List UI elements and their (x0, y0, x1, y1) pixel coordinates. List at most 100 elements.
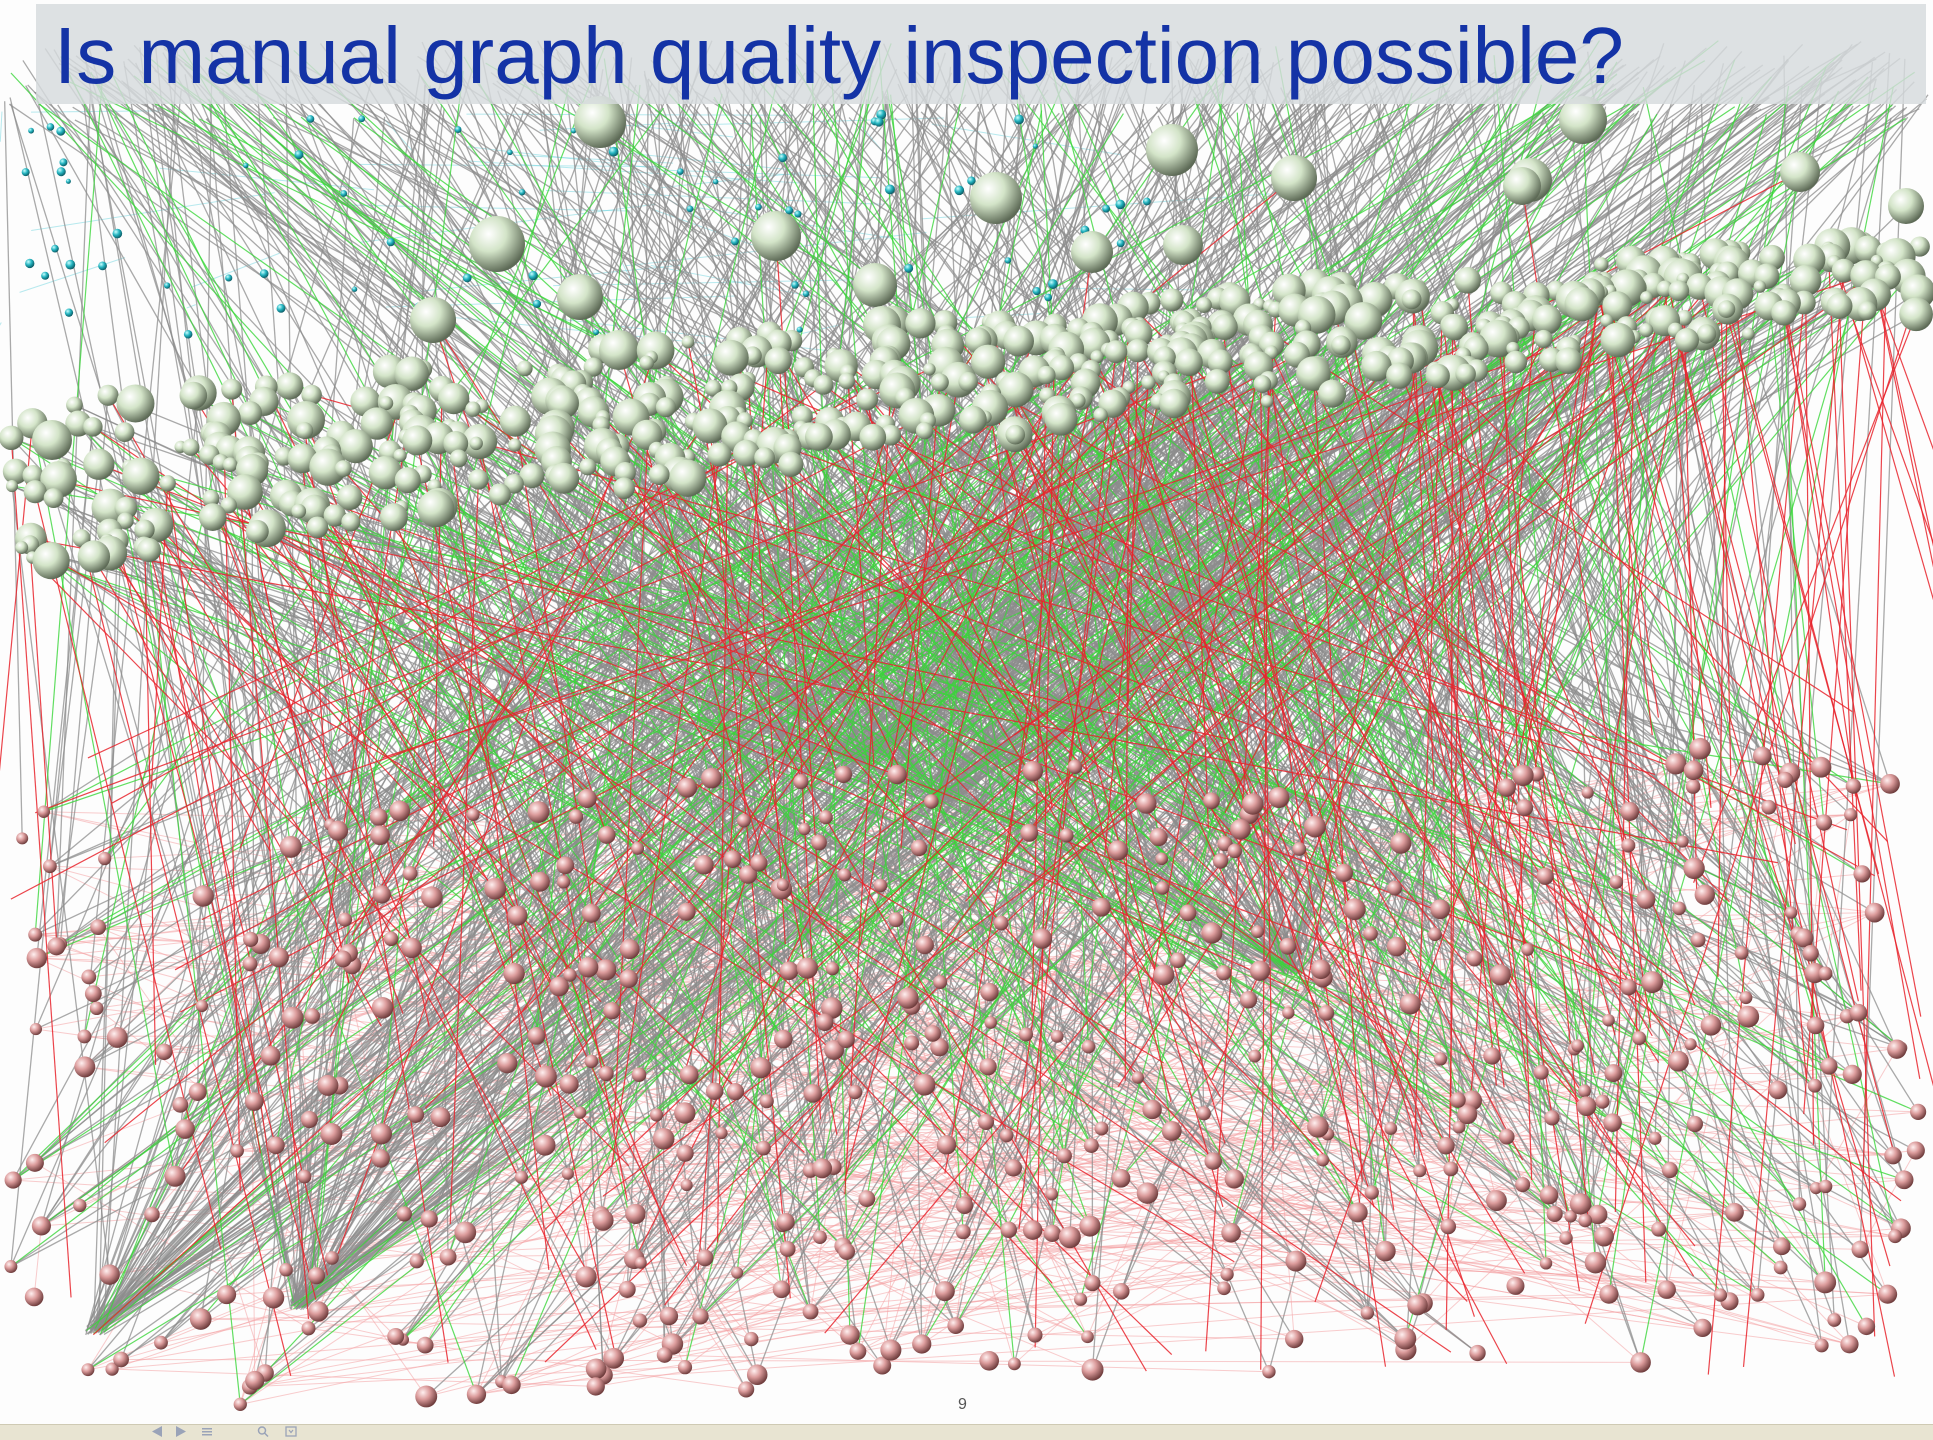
node-pink (1027, 1327, 1043, 1343)
edge-gray (605, 321, 1183, 1074)
node-pink (1360, 1306, 1375, 1320)
node-green (40, 461, 77, 498)
edge-green (955, 61, 1618, 1326)
edge-red (1078, 329, 1524, 1161)
node-pink (897, 987, 919, 1009)
magnifier-icon[interactable] (256, 1425, 270, 1438)
node-green (360, 407, 394, 440)
node-green (134, 519, 155, 540)
node-pink (924, 1025, 942, 1042)
edge-red (192, 395, 588, 1045)
edge-green (290, 245, 1833, 1307)
edge-green (1048, 49, 1599, 1215)
node-pink (233, 1397, 247, 1411)
edge-red (1118, 397, 1424, 1138)
node-green (402, 425, 433, 456)
edge-green (806, 294, 1875, 969)
node-pink (947, 1317, 965, 1334)
node-pink (656, 1347, 673, 1363)
edge-green (668, 93, 1730, 1302)
node-pink (933, 975, 948, 990)
edge-gray (97, 447, 789, 1327)
edge-red (611, 454, 721, 1168)
edge-gray (297, 339, 1110, 1306)
edge-green (1522, 90, 1840, 776)
node-pink (632, 1313, 648, 1328)
node-pink (1802, 945, 1819, 962)
edge-pink (964, 1204, 1093, 1284)
node-pink (1136, 1182, 1159, 1204)
title-band (36, 4, 1926, 104)
edge-pink (308, 1327, 747, 1390)
node-pink (387, 1328, 405, 1345)
node-pink (779, 1241, 796, 1257)
edge-red (1707, 280, 1807, 1375)
node-pink (1588, 1204, 1608, 1225)
edge-green (420, 76, 1173, 1132)
edge-red (317, 526, 1173, 1355)
fit-page-icon[interactable] (284, 1425, 298, 1438)
node-green (613, 477, 635, 500)
node-pink (262, 1286, 285, 1309)
edge-green (628, 65, 874, 979)
edge-green (965, 401, 1160, 1202)
node-pink (1443, 1161, 1459, 1177)
node-pink (811, 834, 827, 851)
node-cyan (51, 244, 59, 253)
node-cyan (276, 303, 286, 313)
edge-gray (348, 445, 603, 954)
edge-pink (1603, 1015, 1848, 1237)
node-pink (1516, 799, 1534, 817)
node-pink (1814, 1271, 1837, 1294)
node-pink (1457, 1104, 1478, 1125)
node-cyan (65, 259, 76, 270)
edge-pink (595, 1325, 956, 1387)
node-green (83, 417, 103, 437)
edge-green (1015, 48, 1671, 1171)
node-pink (677, 902, 696, 921)
node-green (66, 396, 83, 414)
edge-pink (318, 1179, 1905, 1312)
edge-gray (549, 395, 1640, 1039)
node-green (77, 540, 111, 573)
node-pink (31, 1216, 51, 1236)
node-pink (281, 1006, 304, 1029)
node-pink (1641, 971, 1664, 994)
edge-red (1250, 354, 1534, 959)
edge-red (1270, 352, 1524, 903)
edge-red (1609, 290, 1647, 1283)
edge-green (1245, 103, 1459, 1101)
edge-green (93, 42, 1553, 1335)
edge-red (1578, 317, 1685, 960)
node-green (958, 405, 987, 434)
node-pink (1665, 753, 1687, 775)
node-pink (1384, 1121, 1398, 1135)
node-pink (559, 1074, 579, 1094)
triangle-left-icon[interactable] (150, 1425, 164, 1438)
node-green (1141, 375, 1156, 390)
node-pink (300, 1110, 318, 1129)
node-cyan (306, 115, 315, 123)
node-pink (530, 871, 550, 892)
node-pink (396, 1206, 412, 1222)
edge-gray (101, 395, 1048, 1331)
node-pink (930, 1038, 949, 1057)
node-pink (1686, 1115, 1703, 1133)
edge-gray (555, 474, 1071, 1238)
node-pink (430, 1107, 451, 1128)
list-icon[interactable] (200, 1425, 214, 1438)
edge-red (1732, 263, 1807, 1078)
edge-pink (1859, 1150, 1917, 1250)
node-pink (1690, 932, 1706, 948)
node-pink (1844, 808, 1858, 822)
node-green (958, 372, 978, 392)
triangle-right-icon[interactable] (174, 1425, 188, 1438)
node-pink (372, 885, 391, 904)
node-green (1826, 293, 1853, 319)
node-pink (847, 1084, 863, 1100)
node-pink (659, 1306, 679, 1326)
node-green (1857, 301, 1877, 321)
edge-green (350, 521, 1030, 834)
node-green (306, 516, 329, 539)
node-pink (744, 1331, 759, 1347)
